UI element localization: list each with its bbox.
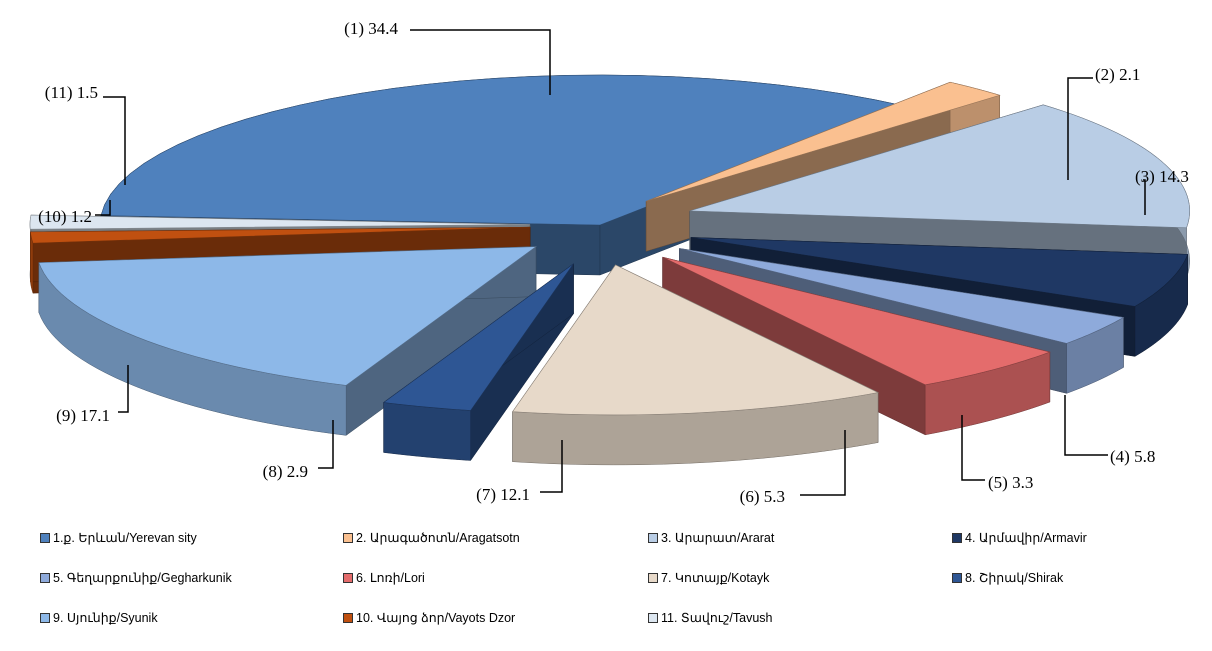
data-label-3: (3) 14.3	[1135, 167, 1189, 186]
leader-line-9	[118, 365, 129, 413]
legend-label: 8. Շիրակ/Shirak	[965, 571, 1064, 585]
legend-swatch	[40, 532, 50, 543]
legend-item-8: 8. Շիրակ/Shirak	[952, 570, 1063, 585]
legend-label: 11. Տավուշ/Tavush	[661, 611, 773, 625]
legend-label: 10. Վայոց ձոր/Vayots Dzor	[356, 611, 516, 625]
data-label-1: (1) 34.4	[344, 19, 398, 38]
leader-line-10	[95, 200, 111, 216]
legend-item-9: 9. Սյունիք/Syunik	[40, 610, 158, 625]
legend-swatch	[648, 612, 658, 623]
leader-line-7	[540, 440, 563, 493]
pie-chart: (1) 34.4 (2) 2.1 (3) 14.3 (4) 5.8 (5) 3.3 (6)…	[29, 19, 1190, 506]
leader-line-4	[1064, 395, 1108, 456]
legend-item-2: 2. Արագածոտն/Aragatsotn	[343, 530, 520, 545]
data-label-10: (10) 1.2	[38, 207, 92, 226]
legend-label: 1.ք. Երևան/Yerevan sity	[53, 531, 197, 545]
pie-slice-9	[38, 246, 537, 436]
data-label-8: (8) 2.9	[263, 462, 308, 481]
legend-label: 2. Արագածոտն/Aragatsotn	[356, 531, 520, 545]
legend-swatch	[648, 532, 658, 543]
legend-item-5: 5. Գեղարքունիք/Gegharkunik	[40, 570, 232, 585]
data-label-4: (4) 5.8	[1110, 447, 1155, 466]
pie-slices	[29, 74, 1190, 466]
legend-swatch	[40, 572, 50, 583]
legend-item-3: 3. Արարատ/Ararat	[648, 530, 774, 545]
legend-label: 7. Կոտայք/Kotayk	[661, 571, 770, 585]
data-label-11: (11) 1.5	[45, 83, 98, 102]
legend-label: 9. Սյունիք/Syunik	[53, 611, 158, 625]
data-label-7: (7) 12.1	[476, 485, 530, 504]
legend-item-11: 11. Տավուշ/Tavush	[648, 610, 773, 625]
leader-line-3	[1143, 179, 1146, 215]
legend-swatch	[648, 572, 658, 583]
legend-swatch	[952, 532, 962, 543]
legend-label: 5. Գեղարքունիք/Gegharkunik	[53, 571, 232, 585]
data-label-2: (2) 2.1	[1095, 65, 1140, 84]
legend-label: 4. Արմավիր/Armavir	[965, 531, 1087, 545]
legend-item-6: 6. Լոռի/Lori	[343, 570, 425, 585]
legend-item-1: 1.ք. Երևան/Yerevan sity	[40, 530, 197, 545]
legend-item-10: 10. Վայոց ձոր/Vayots Dzor	[343, 610, 515, 625]
legend-swatch	[343, 572, 353, 583]
legend-item-7: 7. Կոտայք/Kotayk	[648, 570, 769, 585]
legend-swatch	[40, 612, 50, 623]
pie-slice-7	[511, 264, 880, 466]
leader-line-2	[1067, 77, 1093, 180]
pie-slice-8	[382, 262, 574, 462]
data-labels: (1) 34.4 (2) 2.1 (3) 14.3 (4) 5.8 (5) 3.3 (6)…	[38, 19, 1189, 506]
leader-line-5	[961, 415, 985, 481]
leader-line-6	[800, 430, 846, 496]
leader-line-11	[103, 96, 126, 185]
legend-swatch	[952, 572, 962, 583]
legend-swatch	[343, 532, 353, 543]
legend-item-4: 4. Արմավիր/Armavir	[952, 530, 1087, 545]
leader-line-8	[318, 420, 334, 469]
data-label-6: (6) 5.3	[740, 487, 785, 506]
data-label-9: (9) 17.1	[56, 406, 110, 425]
legend-swatch	[343, 612, 353, 623]
legend-label: 3. Արարատ/Ararat	[661, 531, 775, 545]
data-label-5: (5) 3.3	[988, 473, 1033, 492]
chart-legend: 1.ք. Երևան/Yerevan sity 2. Արագածոտն/Arag…	[40, 530, 1190, 645]
legend-label: 6. Լոռի/Lori	[356, 571, 425, 585]
leader-line-1	[410, 29, 551, 95]
